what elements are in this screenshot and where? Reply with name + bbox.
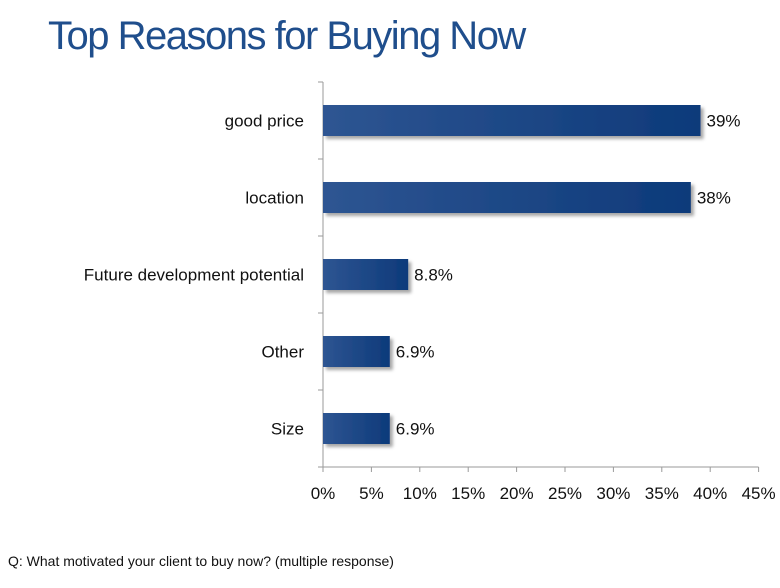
- x-tick-label: 5%: [359, 484, 384, 503]
- question-footnote: Q: What motivated your client to buy now…: [8, 553, 394, 569]
- bar: [323, 336, 390, 367]
- data-label: 39%: [707, 112, 741, 131]
- data-label: 8.8%: [414, 266, 453, 285]
- category-label: location: [245, 189, 304, 208]
- category-label: Size: [271, 420, 304, 439]
- x-tick-label: 35%: [645, 484, 679, 503]
- category-label: Future development potential: [84, 266, 304, 285]
- bar: [323, 182, 691, 213]
- bar: [323, 259, 409, 290]
- data-label: 38%: [697, 189, 731, 208]
- chart-title: Top Reasons for Buying Now: [48, 14, 526, 58]
- x-tick-label: 40%: [693, 484, 727, 503]
- x-tick-label: 45%: [742, 484, 776, 503]
- bar: [323, 105, 701, 136]
- x-tick-label: 15%: [451, 484, 485, 503]
- data-label: 6.9%: [396, 343, 435, 362]
- x-tick-label: 0%: [311, 484, 336, 503]
- x-tick-label: 30%: [596, 484, 630, 503]
- bar: [323, 413, 390, 444]
- category-label: Other: [261, 343, 304, 362]
- data-label: 6.9%: [396, 420, 435, 439]
- x-tick-label: 10%: [403, 484, 437, 503]
- x-tick-label: 25%: [548, 484, 582, 503]
- category-label: good price: [225, 112, 304, 131]
- x-tick-label: 20%: [500, 484, 534, 503]
